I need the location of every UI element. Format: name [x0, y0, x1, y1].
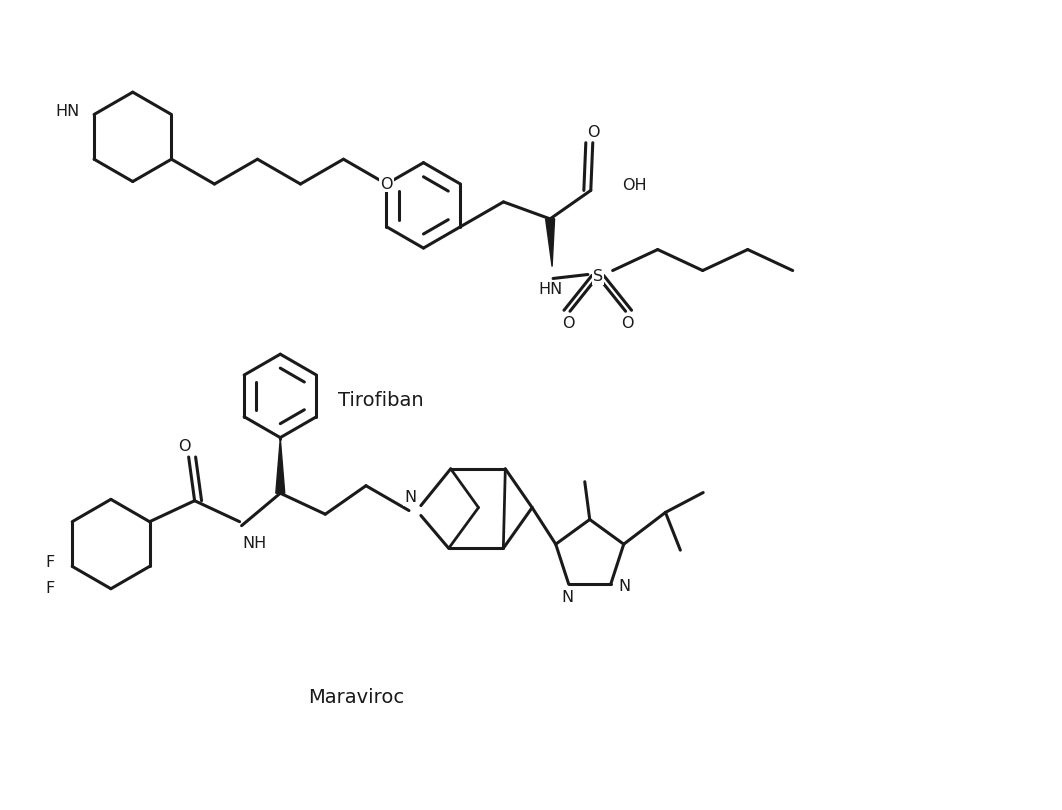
- Text: N: N: [618, 578, 631, 594]
- Text: HN: HN: [538, 283, 562, 297]
- Polygon shape: [546, 219, 554, 266]
- Text: N: N: [562, 590, 573, 604]
- Text: OH: OH: [622, 178, 647, 193]
- Text: F: F: [45, 555, 54, 570]
- Text: HN: HN: [55, 104, 80, 119]
- Text: O: O: [178, 438, 191, 454]
- Text: S: S: [593, 269, 603, 284]
- Text: F: F: [45, 581, 54, 595]
- Text: O: O: [587, 126, 600, 140]
- Text: N: N: [404, 490, 416, 505]
- Text: O: O: [621, 316, 634, 330]
- Text: Tirofiban: Tirofiban: [338, 390, 424, 410]
- Text: NH: NH: [242, 535, 267, 551]
- Text: O: O: [562, 316, 575, 330]
- Text: Maraviroc: Maraviroc: [308, 688, 405, 707]
- Polygon shape: [276, 438, 285, 493]
- Text: O: O: [380, 177, 393, 191]
